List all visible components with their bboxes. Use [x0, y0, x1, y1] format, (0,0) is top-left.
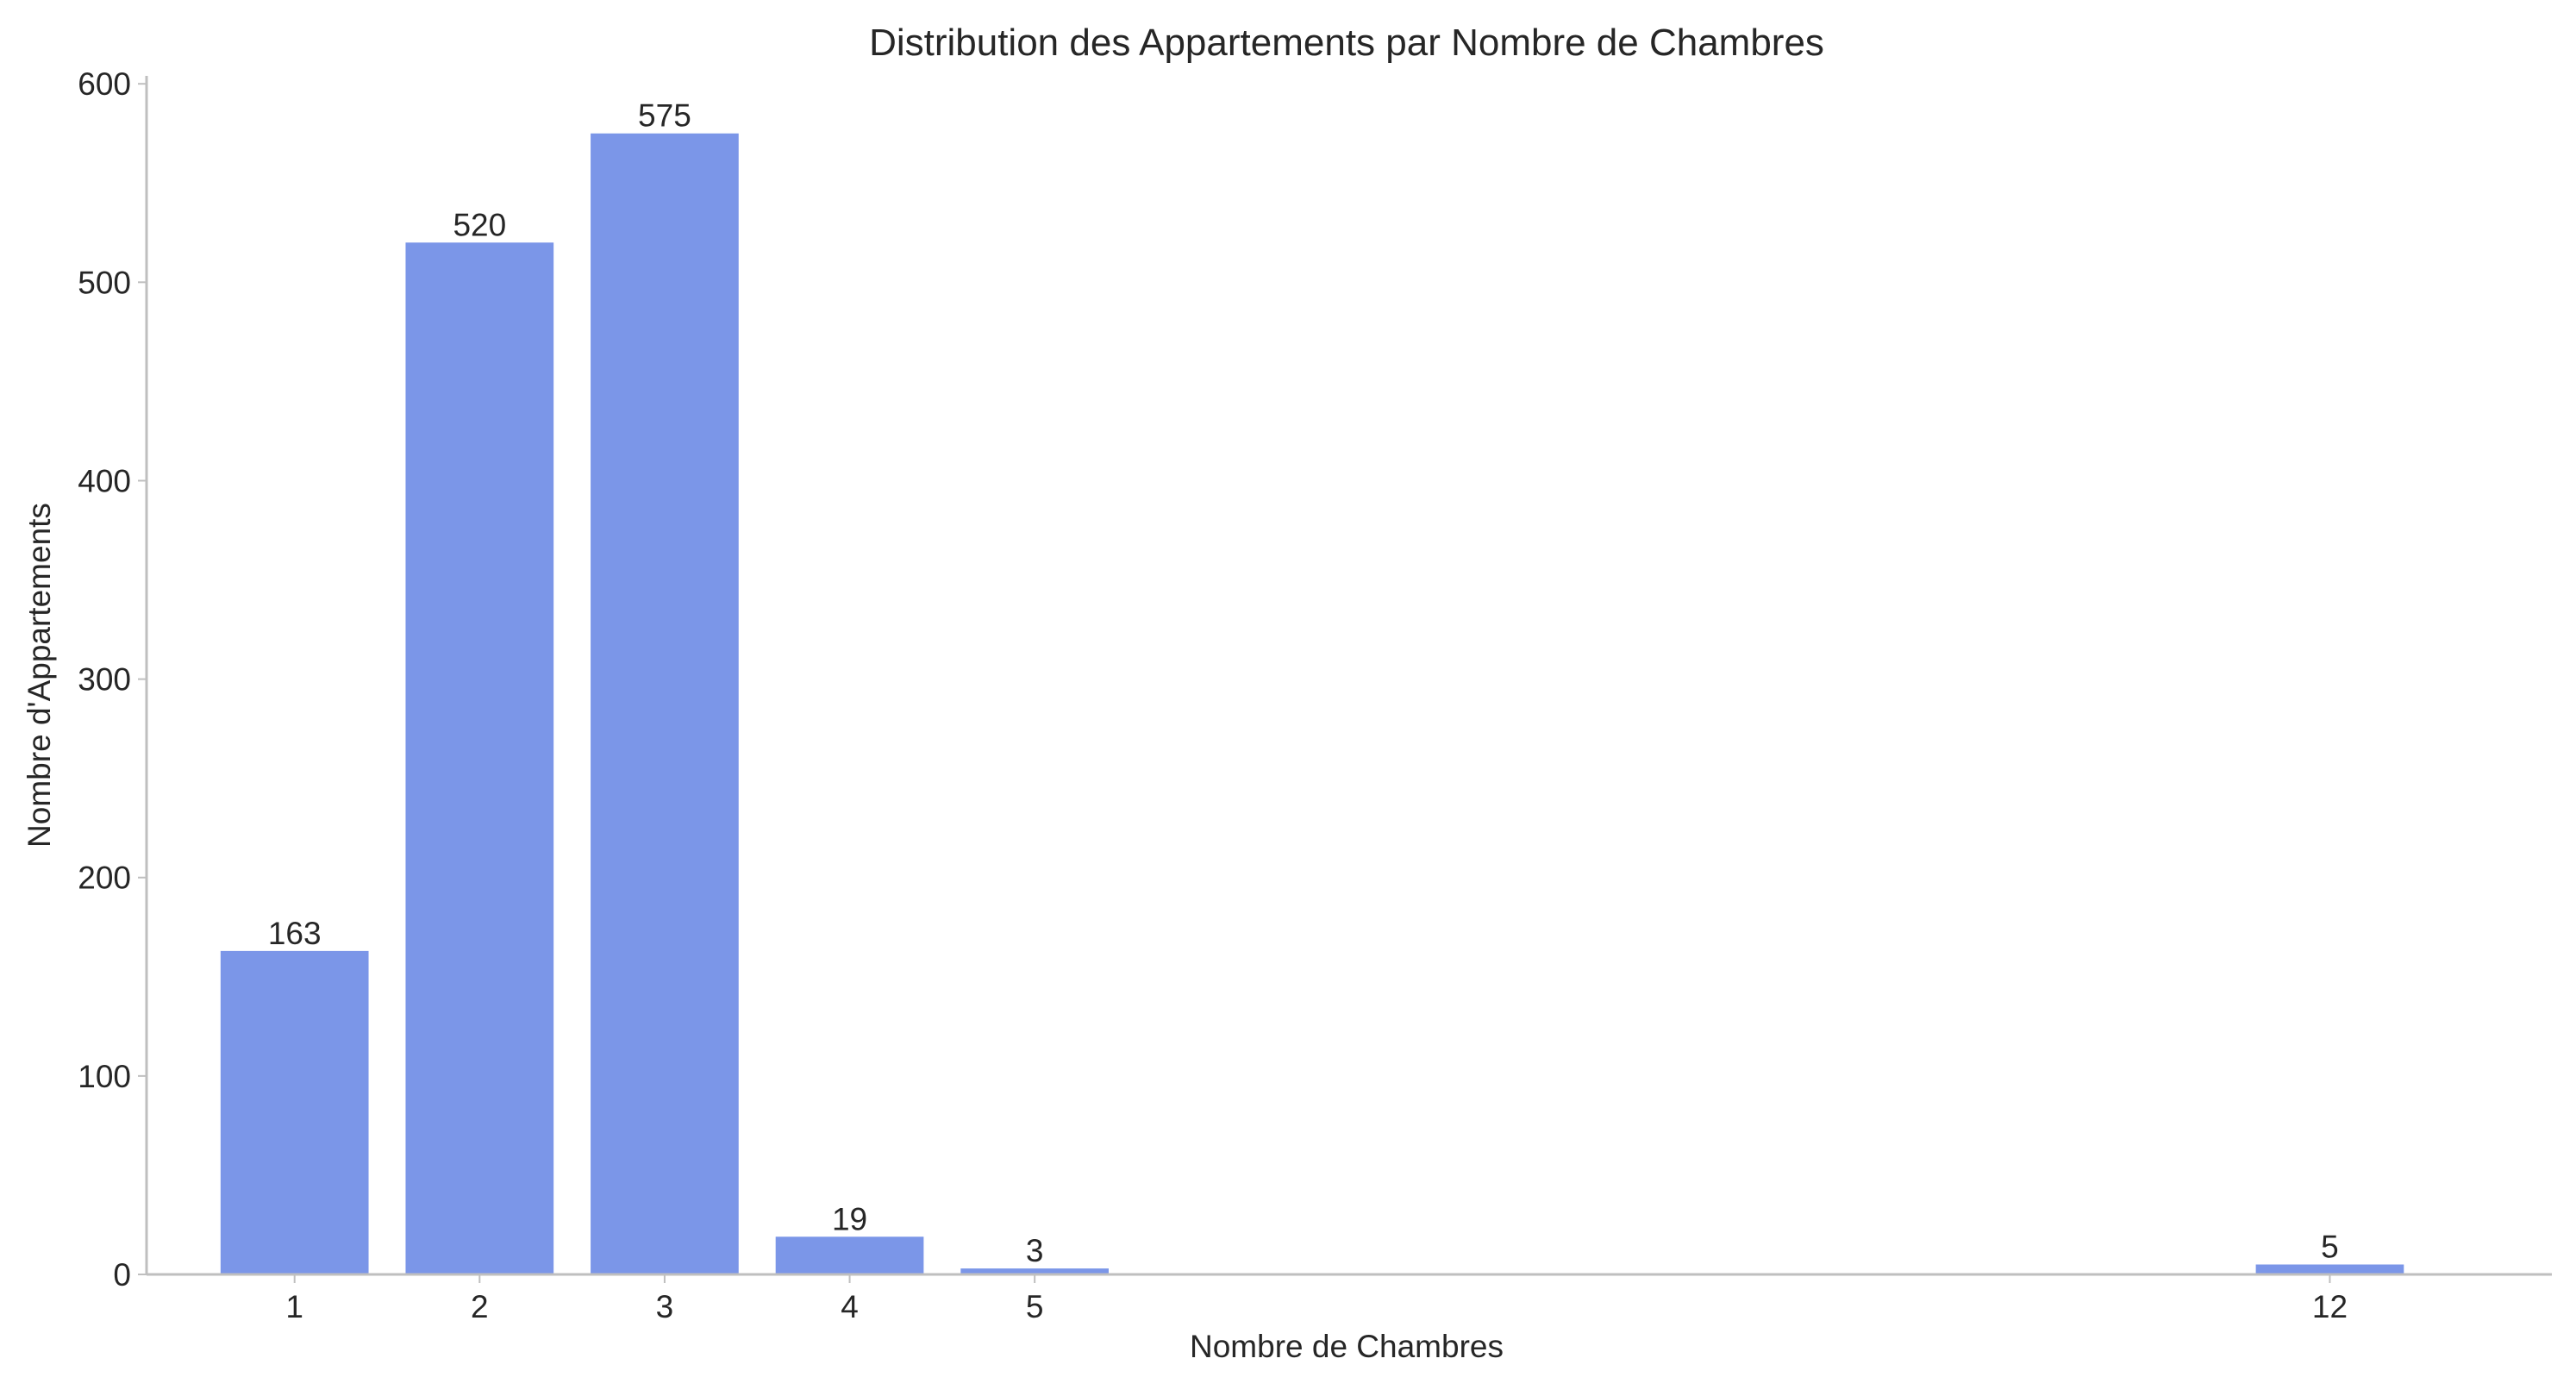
data-label-1: 163 — [268, 916, 322, 951]
y-tick-label-400: 400 — [78, 463, 131, 498]
data-label-3: 575 — [638, 98, 691, 134]
y-axis-ticks: 0 100 200 300 400 500 600 — [78, 66, 147, 1293]
y-tick-label-100: 100 — [78, 1059, 131, 1094]
bar-12 — [2255, 1264, 2404, 1274]
bar-3 — [591, 133, 739, 1274]
y-axis-label: Nombre d'Appartements — [22, 503, 57, 848]
bar-5 — [960, 1268, 1109, 1274]
data-label-2: 520 — [453, 207, 506, 242]
x-tick-label-2: 2 — [471, 1289, 489, 1324]
x-axis-label: Nombre de Chambres — [1190, 1329, 1504, 1364]
data-label-5: 3 — [1026, 1233, 1044, 1268]
x-tick-label-1: 1 — [285, 1289, 303, 1324]
x-axis-ticks: 1 2 3 4 5 12 — [285, 1274, 2348, 1324]
bar-2 — [405, 242, 554, 1274]
x-tick-label-4: 4 — [841, 1289, 859, 1324]
y-tick-label-0: 0 — [113, 1257, 131, 1293]
x-tick-label-5: 5 — [1026, 1289, 1044, 1324]
chart-title: Distribution des Appartements par Nombre… — [869, 22, 1824, 64]
data-label-12: 5 — [2321, 1229, 2339, 1264]
x-tick-label-3: 3 — [656, 1289, 674, 1324]
y-tick-label-500: 500 — [78, 265, 131, 300]
x-tick-label-12: 12 — [2312, 1289, 2348, 1324]
y-tick-label-200: 200 — [78, 861, 131, 896]
bar-1 — [220, 950, 369, 1274]
y-tick-label-300: 300 — [78, 662, 131, 698]
data-labels-layer: 163 520 575 19 3 5 — [268, 98, 2339, 1268]
data-label-4: 19 — [832, 1201, 867, 1236]
y-tick-label-600: 600 — [78, 66, 131, 102]
bars-layer — [220, 133, 2404, 1274]
bar-4 — [775, 1236, 924, 1274]
